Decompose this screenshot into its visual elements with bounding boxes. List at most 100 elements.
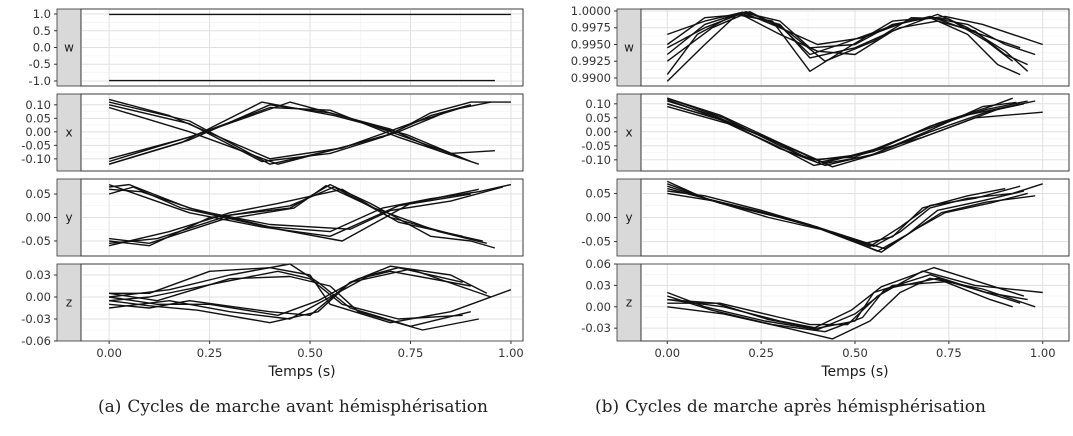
strip-z [56, 263, 82, 342]
y-tick-label: -0.10 [581, 153, 611, 167]
y-tick-label: 0.05 [25, 187, 51, 201]
panel-z: z 0.06 0.03 0.00 -0.03 [581, 257, 1070, 342]
x-tick-label: 0.50 [297, 346, 323, 360]
series-line-y-8 [109, 184, 487, 244]
strip-z [616, 263, 642, 342]
caption-a: (a) Cycles de marche avant hémisphérisati… [98, 397, 488, 417]
series-line-y-7 [108, 188, 463, 247]
y-tick-label: 0.00 [25, 290, 51, 304]
series-line-z-5 [109, 265, 488, 316]
y-tick-label: -0.06 [21, 334, 51, 348]
y-tick-label: 0.03 [25, 268, 51, 282]
x-tick-label: 0.00 [654, 346, 680, 360]
caption-b-text: Cycles de marche après hémisphérisation [625, 397, 986, 417]
series-line-z-5 [667, 277, 1036, 340]
panel-border-w [640, 8, 1070, 87]
y-tick-label: -0.10 [21, 152, 51, 166]
series-line-z-8 [109, 268, 492, 324]
strip-label-y: y [625, 211, 632, 225]
series-line-z-4 [667, 281, 1013, 331]
y-tick-label: -0.05 [581, 139, 611, 153]
strip-label-z: z [626, 296, 632, 310]
y-tick-label: -0.03 [21, 312, 51, 326]
series-line-w-7 [666, 11, 1021, 56]
x-axis-label: Temps (s) [820, 364, 888, 380]
series-line-z-6 [667, 266, 1025, 329]
y-tick-label: -0.05 [21, 234, 51, 248]
series-line-x-6 [667, 103, 1025, 168]
y-tick-label: 0.00 [585, 125, 611, 139]
y-tick-label: 0.9975 [571, 21, 611, 35]
series-line-y-1 [109, 183, 512, 233]
strip-y [616, 178, 642, 257]
series-line-z-1 [109, 267, 512, 324]
caption-b-tag: (b) [595, 397, 620, 417]
series-line-y-4 [667, 185, 1028, 250]
series-line-w-4 [667, 11, 1043, 46]
x-tick-label: 0.00 [96, 346, 122, 360]
y-tick-label: -0.03 [581, 321, 611, 335]
strip-label-w: w [64, 41, 74, 55]
panel-w: w 1.0000 0.9975 0.9950 0.9925 0.9900 [571, 4, 1070, 87]
series-line-z-3 [667, 270, 1043, 326]
y-tick-label: 0.9925 [571, 54, 611, 68]
panel-border-z [80, 263, 524, 342]
strip-x [56, 93, 82, 172]
y-tick-label: 0.03 [585, 278, 611, 292]
strip-label-x: x [625, 126, 632, 140]
caption-b: (b) Cycles de marche après hémisphérisati… [595, 397, 986, 417]
y-tick-label: 0.06 [585, 257, 611, 271]
panel-border-x [640, 93, 1070, 172]
y-tick-label: 1.0 [33, 7, 51, 21]
series-line-x-8 [108, 101, 472, 165]
y-tick-label: 0.00 [25, 211, 51, 225]
strip-label-z: z [66, 296, 72, 310]
x-tick-label: 0.75 [936, 346, 962, 360]
y-tick-label: 0.9950 [571, 37, 611, 51]
panel-border-y [80, 178, 524, 257]
strip-label-y: y [65, 211, 72, 225]
x-tick-label: 0.25 [748, 346, 774, 360]
y-tick-label: 0.00 [25, 125, 51, 139]
panel-w: w 1.0 0.5 0.0 -0.5 -1.0 [29, 7, 524, 88]
y-tick-label: -0.05 [581, 235, 611, 249]
panel-y: y 0.05 0.00 -0.05 [581, 178, 1070, 257]
x-tick-label: 0.25 [197, 346, 223, 360]
panel-y: y 0.05 0.00 -0.05 [21, 178, 524, 257]
panel-x: x 0.100.050.00-0.05-0.10 [581, 93, 1070, 172]
y-tick-label: -0.05 [21, 138, 51, 152]
y-tick-label: 1.0000 [571, 4, 611, 18]
x-tick-label: 1.00 [1030, 346, 1056, 360]
y-tick-label: 0.05 [585, 186, 611, 200]
x-axis-label: Temps (s) [267, 364, 335, 380]
y-tick-label: -0.5 [29, 57, 51, 71]
y-tick-label: -1.0 [29, 74, 51, 88]
series-line-y-5 [667, 180, 1021, 248]
series-line-y-6 [667, 192, 1036, 253]
caption-a-text: Cycles de marche avant hémisphérisation [127, 397, 488, 417]
strip-w [616, 8, 642, 87]
y-tick-label: 0.05 [585, 111, 611, 125]
panel-border-w [80, 8, 524, 87]
series-line-z-4 [108, 275, 479, 331]
series-line-w-6 [666, 12, 1029, 82]
series-line-z-3 [109, 270, 463, 320]
y-tick-label: 0.05 [25, 111, 51, 125]
strip-w [56, 8, 82, 87]
caption-a-tag: (a) [98, 397, 122, 417]
panel-z: z 0.03 0.00 -0.03 -0.06 [21, 263, 524, 348]
y-tick-label: 0.10 [25, 98, 51, 112]
y-tick-label: 0.5 [33, 24, 51, 38]
chart-b: w1.00000.99750.99500.99250.9900x0.100.05… [571, 4, 1070, 380]
y-tick-label: 0.00 [585, 211, 611, 225]
series-line-x-4 [108, 98, 472, 160]
strip-label-w: w [624, 41, 634, 55]
x-tick-label: 0.75 [398, 346, 424, 360]
x-tick-label: 0.50 [842, 346, 868, 360]
series-line-z-2 [667, 277, 1021, 333]
series-line-z-6 [109, 267, 463, 320]
strip-y [56, 178, 82, 257]
x-tick-label: 1.00 [498, 346, 524, 360]
y-tick-label: 0.9900 [571, 71, 611, 85]
